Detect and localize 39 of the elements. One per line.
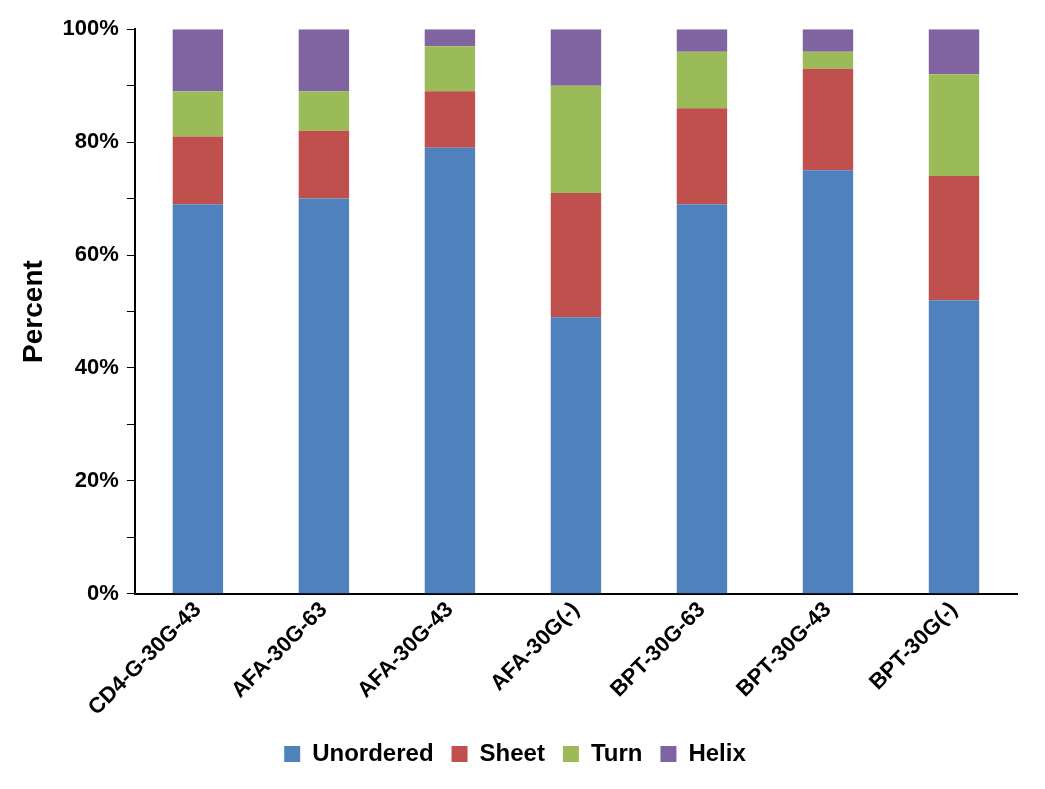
- bar: [424, 46, 476, 92]
- legend-label: Helix: [688, 738, 747, 766]
- bar: [298, 29, 350, 92]
- bar: [298, 198, 350, 594]
- bar: [802, 170, 854, 594]
- bar: [928, 29, 980, 75]
- legend-label: Turn: [590, 738, 643, 766]
- bar: [298, 91, 350, 131]
- bar: [172, 91, 224, 137]
- bar: [172, 136, 224, 205]
- y-axis-title: Percent: [16, 260, 48, 363]
- legend-label: Unordered: [312, 738, 434, 766]
- y-tick-label: 100%: [62, 15, 119, 41]
- bar: [802, 68, 854, 171]
- bar: [676, 29, 728, 52]
- bar: [424, 147, 476, 594]
- bar: [550, 85, 602, 193]
- y-tick-label: 20%: [74, 466, 119, 492]
- y-tick-label: 40%: [74, 354, 119, 380]
- bar: [676, 108, 728, 205]
- bar: [676, 204, 728, 594]
- bar: [424, 91, 476, 148]
- bar: [550, 29, 602, 86]
- bar: [802, 51, 854, 69]
- y-tick-label: 80%: [74, 128, 119, 154]
- bar: [676, 51, 728, 109]
- bar: [424, 29, 476, 47]
- bar: [802, 29, 854, 52]
- bar: [298, 130, 350, 199]
- bar: [172, 204, 224, 594]
- legend-label: Sheet: [479, 738, 545, 766]
- bar: [928, 74, 980, 177]
- bar: [550, 317, 602, 594]
- bar: [928, 176, 980, 301]
- bar: [550, 192, 602, 318]
- y-tick-label: 60%: [74, 241, 119, 267]
- bar: [928, 300, 980, 594]
- y-tick-label: 0%: [87, 579, 119, 605]
- bar: [172, 29, 224, 92]
